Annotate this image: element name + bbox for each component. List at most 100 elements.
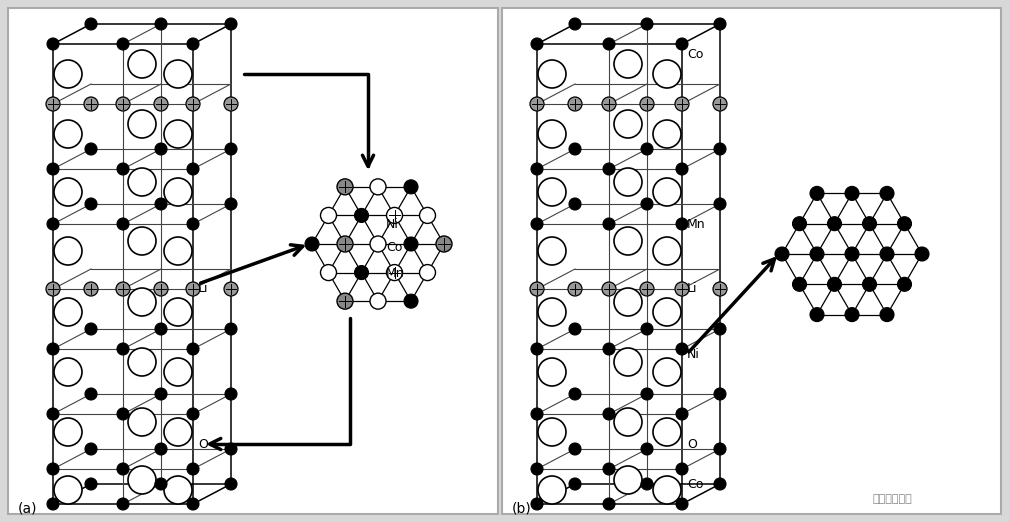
Circle shape	[810, 247, 824, 261]
Circle shape	[47, 218, 59, 230]
Circle shape	[154, 282, 169, 296]
Circle shape	[530, 282, 544, 296]
Circle shape	[603, 498, 615, 510]
Circle shape	[569, 323, 581, 335]
Circle shape	[827, 277, 842, 291]
Circle shape	[117, 408, 129, 420]
Circle shape	[128, 408, 156, 436]
Circle shape	[641, 478, 653, 490]
Circle shape	[845, 247, 859, 261]
Circle shape	[404, 180, 418, 194]
Text: Co: Co	[687, 48, 703, 61]
Circle shape	[653, 120, 681, 148]
Circle shape	[675, 97, 689, 111]
Circle shape	[321, 207, 336, 223]
Circle shape	[880, 307, 894, 322]
Circle shape	[602, 97, 616, 111]
Circle shape	[827, 217, 842, 231]
Circle shape	[128, 50, 156, 78]
Circle shape	[653, 476, 681, 504]
Circle shape	[863, 217, 877, 231]
Circle shape	[225, 143, 237, 155]
Circle shape	[54, 120, 82, 148]
Circle shape	[47, 343, 59, 355]
Circle shape	[640, 97, 654, 111]
Circle shape	[713, 282, 727, 296]
Bar	[502, 8, 1001, 514]
Circle shape	[641, 443, 653, 455]
Circle shape	[54, 178, 82, 206]
Circle shape	[47, 463, 59, 475]
Circle shape	[810, 307, 824, 322]
Circle shape	[614, 466, 642, 494]
Circle shape	[653, 60, 681, 88]
Circle shape	[897, 217, 911, 231]
Circle shape	[370, 236, 386, 252]
Circle shape	[47, 498, 59, 510]
Circle shape	[337, 236, 353, 252]
Circle shape	[614, 348, 642, 376]
Circle shape	[531, 463, 543, 475]
Circle shape	[117, 218, 129, 230]
Circle shape	[538, 60, 566, 88]
Circle shape	[47, 163, 59, 175]
Circle shape	[568, 97, 582, 111]
Circle shape	[538, 298, 566, 326]
Circle shape	[531, 408, 543, 420]
Circle shape	[538, 418, 566, 446]
Circle shape	[85, 443, 97, 455]
Circle shape	[603, 463, 615, 475]
Bar	[8, 8, 498, 514]
Circle shape	[653, 358, 681, 386]
Text: O: O	[687, 437, 697, 450]
Circle shape	[531, 498, 543, 510]
Circle shape	[530, 97, 544, 111]
Circle shape	[54, 358, 82, 386]
Circle shape	[155, 323, 167, 335]
Circle shape	[880, 186, 894, 200]
Circle shape	[164, 476, 192, 504]
Circle shape	[354, 266, 368, 280]
Circle shape	[187, 163, 199, 175]
Circle shape	[164, 120, 192, 148]
Circle shape	[713, 97, 727, 111]
Circle shape	[164, 418, 192, 446]
Circle shape	[653, 418, 681, 446]
Text: (b): (b)	[512, 502, 532, 516]
Circle shape	[603, 38, 615, 50]
Circle shape	[164, 178, 192, 206]
Circle shape	[538, 358, 566, 386]
Circle shape	[155, 388, 167, 400]
Circle shape	[370, 293, 386, 309]
Circle shape	[714, 143, 726, 155]
Circle shape	[47, 408, 59, 420]
Circle shape	[155, 18, 167, 30]
Circle shape	[810, 186, 824, 200]
Circle shape	[386, 265, 403, 281]
Circle shape	[186, 97, 200, 111]
Text: Ni: Ni	[687, 348, 700, 361]
Circle shape	[714, 198, 726, 210]
Circle shape	[614, 50, 642, 78]
Text: 锂电联盟会长: 锂电联盟会长	[872, 494, 912, 504]
Circle shape	[675, 282, 689, 296]
Circle shape	[155, 478, 167, 490]
Circle shape	[569, 388, 581, 400]
Circle shape	[538, 178, 566, 206]
Circle shape	[641, 388, 653, 400]
Circle shape	[714, 443, 726, 455]
Circle shape	[676, 408, 688, 420]
Circle shape	[404, 237, 418, 251]
Text: Co: Co	[386, 241, 403, 254]
Circle shape	[569, 18, 581, 30]
Circle shape	[880, 247, 894, 261]
Circle shape	[714, 18, 726, 30]
Text: Mn: Mn	[386, 267, 405, 280]
Circle shape	[116, 97, 130, 111]
Circle shape	[676, 218, 688, 230]
Circle shape	[46, 97, 60, 111]
Text: Li: Li	[198, 282, 209, 295]
Circle shape	[187, 218, 199, 230]
Circle shape	[54, 237, 82, 265]
Circle shape	[676, 498, 688, 510]
